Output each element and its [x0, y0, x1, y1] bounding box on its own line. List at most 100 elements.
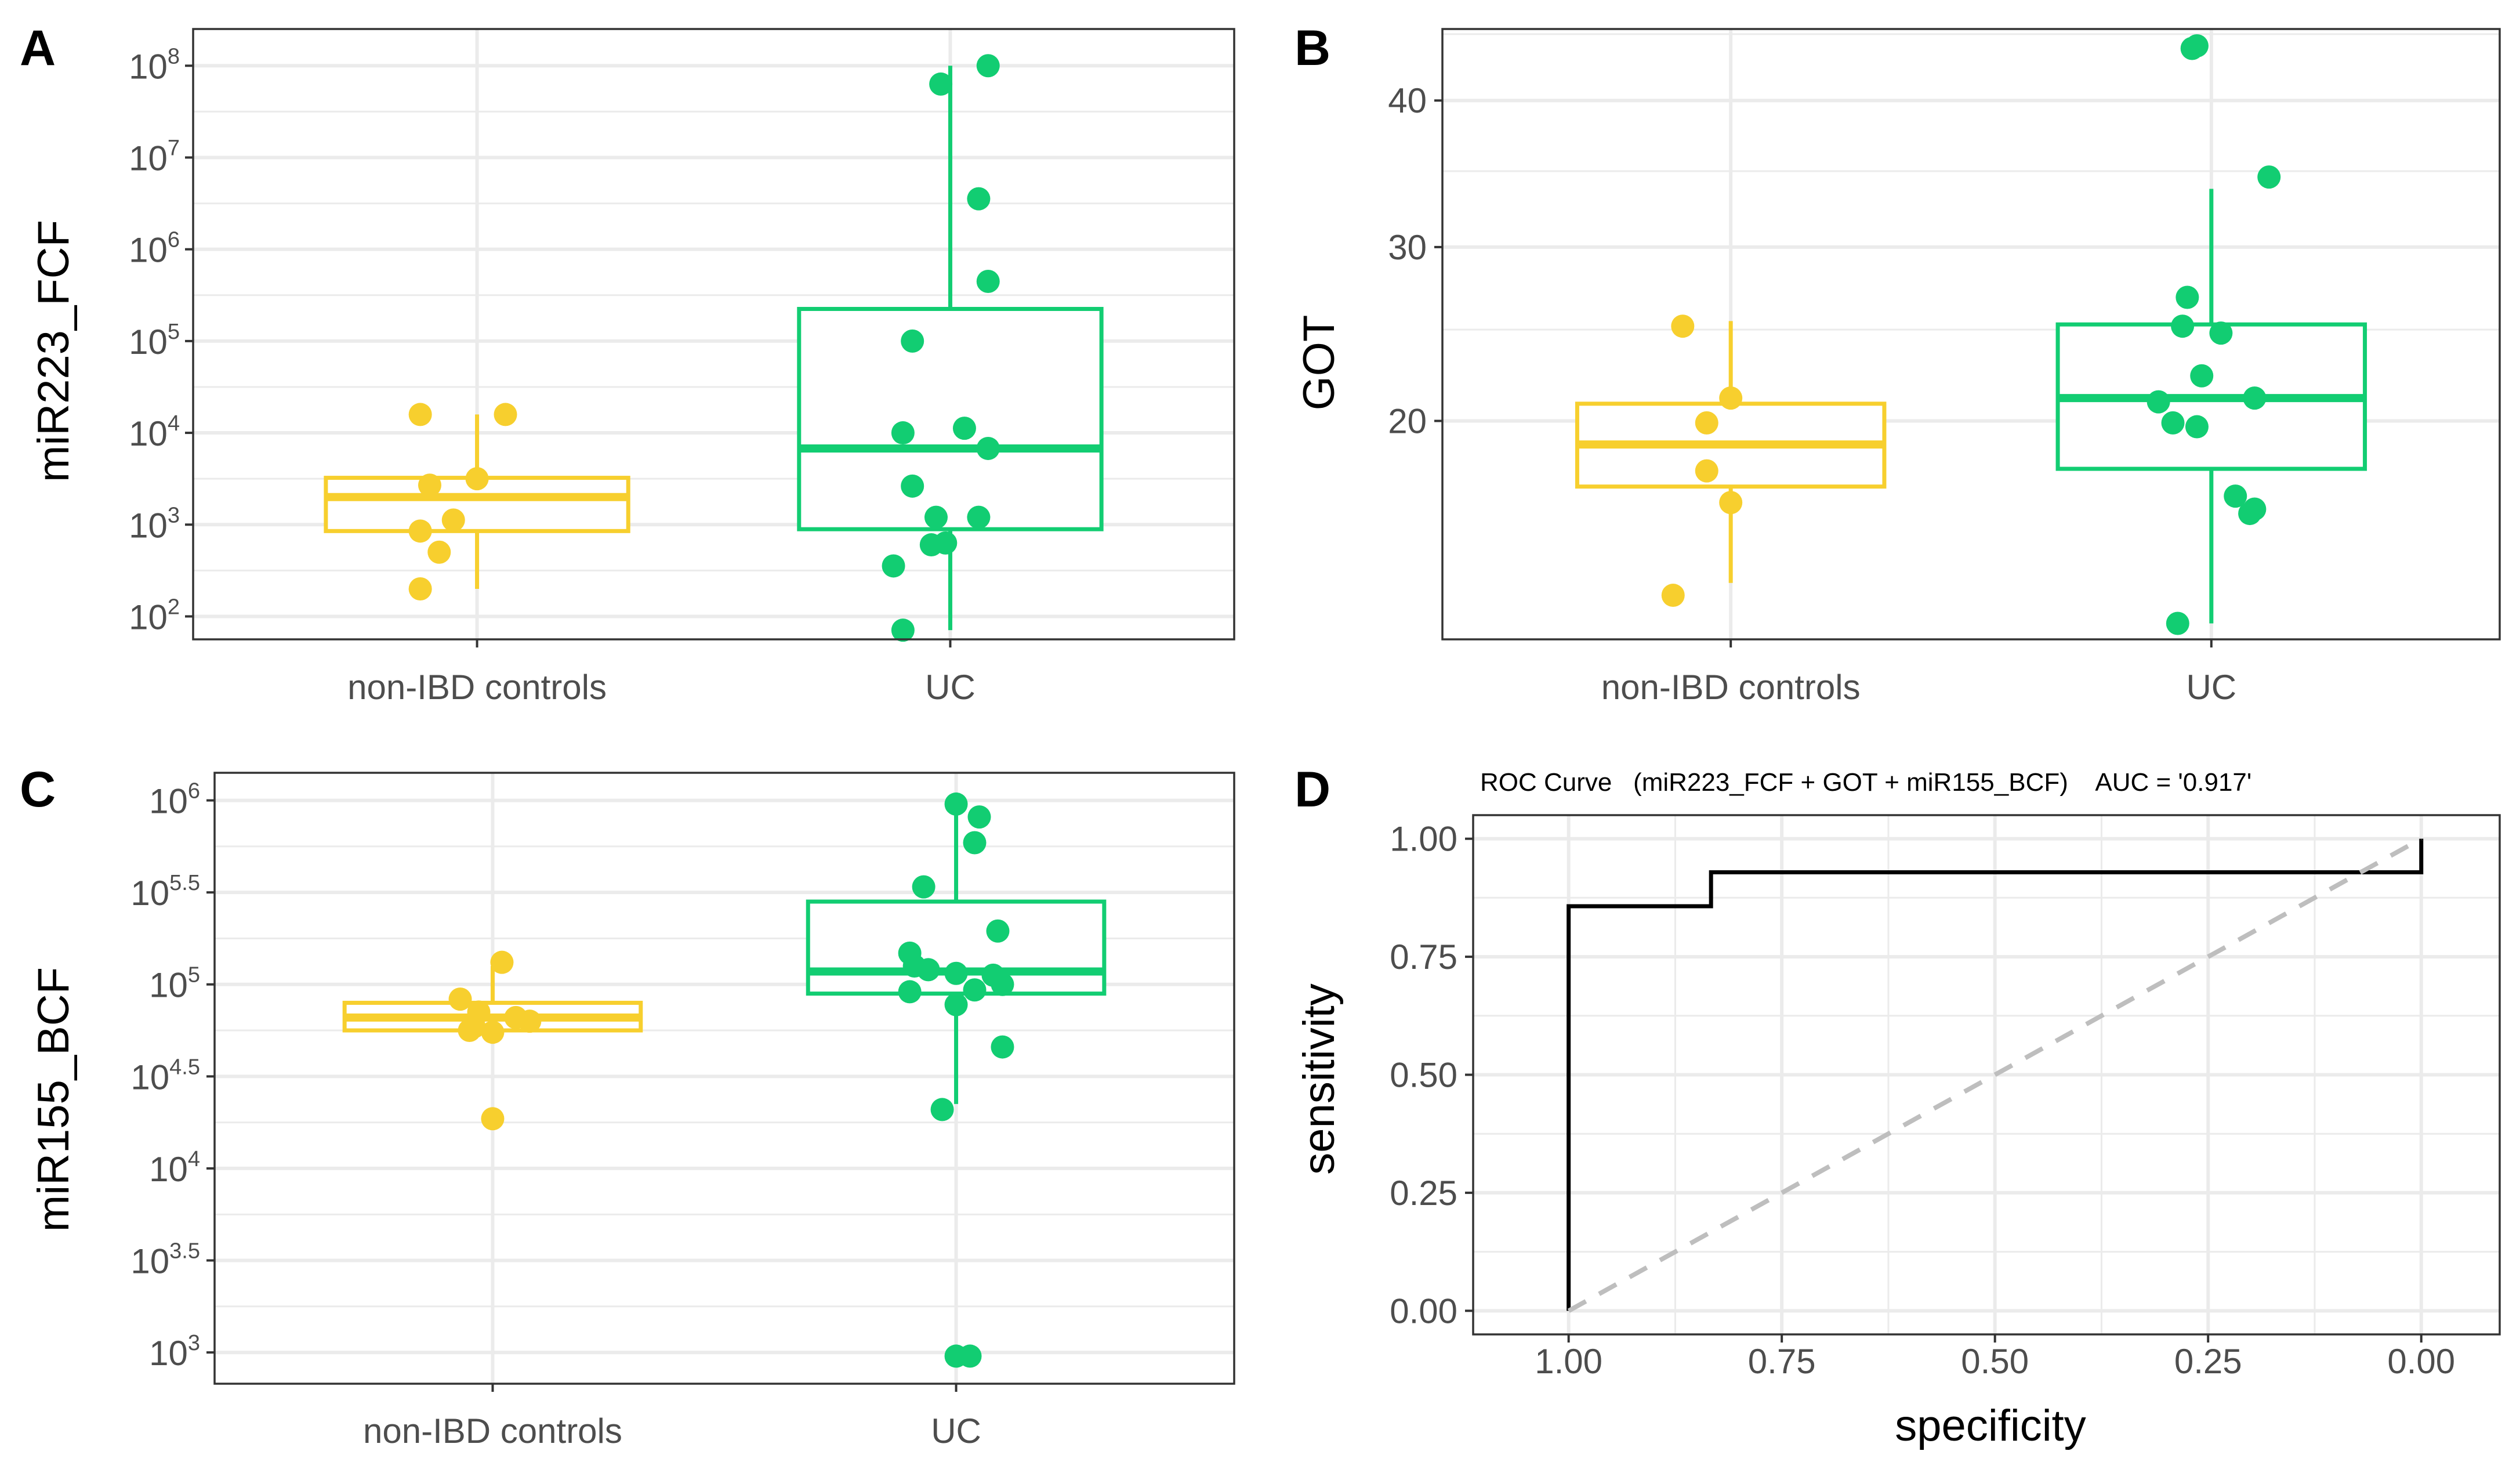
panel-d-x-tick-label: 0.25	[2174, 1342, 2242, 1381]
panel-b-data-point	[1695, 459, 1718, 483]
panel-b-data-point	[2180, 37, 2204, 60]
panel-a-y-tick-label: 102	[129, 595, 180, 636]
panel-b-points	[1661, 34, 2281, 635]
panel-a-y-tick-exponent: 4	[168, 411, 180, 436]
panel-a-data-point	[494, 403, 517, 426]
panel-d-y-tick-label: 0.00	[1390, 1291, 1457, 1330]
panel-b-data-point	[2243, 386, 2267, 410]
panel-c-y-tick-base: 10	[130, 1242, 169, 1280]
panel-d-grid	[1473, 815, 2500, 1334]
panel-c-y-tick-label: 103.5	[130, 1239, 200, 1280]
panel-c-y-axis-title: miR155_BCF	[29, 967, 78, 1232]
panel-c-y-tick-exponent: 6	[188, 779, 200, 804]
panel-a-y-tick-exponent: 7	[168, 136, 180, 160]
panel-b-frame	[1441, 28, 2501, 641]
panel-c-x-tick-label: UC	[931, 1412, 981, 1450]
panel-c-data-point	[916, 958, 940, 982]
panel-b-data-point	[2238, 502, 2262, 526]
panel-a-data-point	[408, 519, 432, 543]
panel-a-x-ticks: non-IBD controls UC	[347, 639, 976, 707]
panel-c-x-tick-label: non-IBD controls	[363, 1412, 622, 1450]
panel-b-data-point	[1661, 584, 1685, 607]
panel-a-data-point	[976, 54, 1000, 78]
panel-c-data-point	[898, 980, 922, 1004]
panel-c-y-tick-base: 10	[149, 1334, 188, 1373]
panel-a-y-tick-label: 104	[129, 411, 180, 453]
panel-b-data-point	[2161, 411, 2185, 435]
panel-b-data-point	[2171, 314, 2195, 338]
panel-c-data-point	[448, 987, 472, 1011]
panel-a-y-tick-exponent: 2	[168, 595, 180, 619]
panel-c-y-tick-base: 10	[130, 1058, 169, 1097]
panel-a-data-point	[891, 618, 915, 642]
panel-c-y-tick-exponent: 5	[188, 963, 200, 987]
panel-c-y-tick-label: 104	[149, 1147, 200, 1189]
panel-c-y-tick-base: 10	[149, 966, 188, 1005]
panel-d-y-tick-label: 0.50	[1390, 1056, 1457, 1095]
panel-a-y-axis-title: miR223_FCF	[29, 220, 78, 482]
panel-b-boxplot: B GOT 20 30 40 non-IBD controls UC	[1295, 20, 2501, 707]
panel-a-y-tick-base: 10	[129, 139, 168, 178]
panel-c-data-point	[991, 972, 1014, 996]
panel-d-x-ticks: 1.00 0.75 0.50 0.25 0.00	[1535, 1334, 2455, 1381]
panel-d-x-tick-label: 1.00	[1535, 1342, 1602, 1381]
panel-a-y-tick-base: 10	[129, 47, 168, 86]
panel-c-x-ticks: non-IBD controls UC	[363, 1384, 981, 1450]
panel-a-data-point	[882, 554, 905, 578]
panel-a-points	[408, 54, 1000, 642]
panel-b-data-point	[1671, 314, 1695, 338]
panel-a-y-tick-label: 108	[129, 44, 180, 86]
panel-a-data-point	[408, 403, 432, 426]
panel-c-y-tick-exponent: 3.5	[169, 1239, 200, 1263]
panel-d-letter: D	[1295, 762, 1330, 817]
panel-c-y-tick-label: 104.5	[130, 1055, 200, 1097]
panel-a-y-tick-label: 106	[129, 228, 180, 270]
panel-c-letter: C	[20, 762, 56, 817]
panel-c-data-point	[944, 993, 968, 1016]
panel-a-data-point	[441, 508, 465, 532]
panel-a-x-tick-label: non-IBD controls	[347, 668, 607, 707]
panel-c-box	[806, 899, 1107, 996]
panel-a-y-tick-label: 107	[129, 136, 180, 178]
panel-b-boxes	[1575, 189, 2367, 624]
panel-c-data-point	[930, 1098, 954, 1121]
panel-c-grid	[215, 773, 1234, 1384]
panel-c-y-tick-base: 10	[149, 1150, 188, 1189]
panel-a-x-tick-label: UC	[925, 668, 976, 707]
panel-c-y-tick-base: 10	[149, 782, 188, 821]
panel-a-y-tick-label: 105	[129, 320, 180, 361]
panel-b-x-tick-label: non-IBD controls	[1601, 668, 1861, 707]
panel-c-boxplot: C miR155_BCF 103103.5104104.5105105.5106…	[20, 762, 1235, 1450]
panel-d-roc-curve: D ROC Curve (miR223_FCF + GOT + miR155_B…	[1295, 762, 2501, 1450]
panel-a-data-point	[924, 505, 948, 529]
panel-c-data-point	[490, 950, 514, 974]
panel-b-data-point	[2190, 364, 2214, 388]
panel-b-y-axis-title: GOT	[1295, 315, 1344, 411]
panel-c-data-point	[944, 961, 968, 985]
panel-b-data-point	[1719, 386, 1743, 410]
panel-d-lines	[1567, 837, 2424, 1313]
panel-b-data-point	[2185, 415, 2209, 439]
panel-a-data-point	[976, 436, 1000, 460]
panel-c-data-point	[481, 1021, 505, 1044]
panel-a-frame	[192, 28, 1235, 641]
panel-b-data-point	[1695, 411, 1718, 435]
panel-a-y-tick-exponent: 5	[168, 320, 180, 344]
panel-a-data-point	[891, 421, 915, 445]
panel-b-y-tick-label: 20	[1388, 402, 1427, 441]
panel-b-y-ticks: 20 30 40	[1388, 81, 1442, 441]
panel-a-y-tick-base: 10	[129, 598, 168, 636]
panel-b-data-point	[2146, 390, 2170, 414]
panel-d-chance-diagonal	[1567, 837, 2423, 1313]
panel-b-y-tick-label: 30	[1388, 228, 1427, 267]
panel-c-points	[448, 792, 1014, 1368]
panel-a-y-tick-exponent: 8	[168, 44, 180, 68]
panel-b-y-tick-label: 40	[1388, 81, 1427, 120]
panel-d-frame	[1472, 814, 2501, 1336]
panel-c-y-tick-exponent: 4.5	[169, 1055, 200, 1079]
panel-a-boxes	[324, 66, 1104, 631]
panel-a-data-point	[967, 187, 991, 211]
panel-a-y-tick-exponent: 6	[168, 228, 180, 252]
